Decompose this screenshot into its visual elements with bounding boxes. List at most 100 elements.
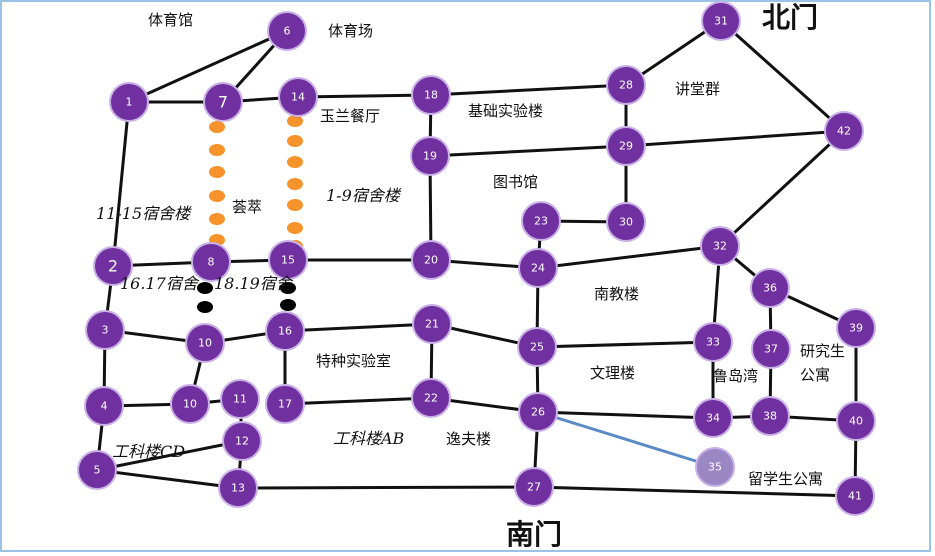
- map-node-label: 39: [849, 322, 863, 335]
- map-node-21[interactable]: [412, 304, 452, 344]
- map-node-label: 30: [619, 216, 633, 229]
- map-node-label: 17: [278, 398, 292, 411]
- road-segment: [535, 340, 715, 349]
- map-node-42[interactable]: [824, 111, 864, 151]
- map-node-11[interactable]: [220, 379, 260, 419]
- map-node-label: 23: [534, 215, 548, 228]
- orange-path-dot: [287, 115, 303, 127]
- map-node-36[interactable]: [750, 268, 790, 308]
- map-node-26[interactable]: [518, 392, 558, 432]
- orange-path-dot: [209, 166, 225, 178]
- map-node-label: 24: [531, 262, 545, 275]
- map-node-32[interactable]: [700, 226, 740, 266]
- label-engineering-cd: 工科楼CD: [112, 442, 185, 461]
- map-node-37[interactable]: [751, 329, 791, 369]
- map-node-label: 3: [102, 324, 109, 337]
- road-segment: [111, 100, 131, 268]
- map-node-label: 33: [706, 336, 720, 349]
- map-node-25[interactable]: [517, 327, 557, 367]
- map-node-12[interactable]: [222, 421, 262, 461]
- map-node-4[interactable]: [84, 386, 124, 426]
- map-node-label: 38: [763, 410, 777, 423]
- map-node-label: 36: [763, 282, 777, 295]
- map-node-8[interactable]: [191, 242, 231, 282]
- orange-path-dot: [287, 222, 303, 234]
- road-segment: [719, 19, 846, 133]
- map-node-label: 8: [208, 256, 215, 269]
- orange-path-dot: [287, 156, 303, 168]
- map-node-label: 13: [231, 482, 245, 495]
- black-path-dot: [280, 299, 296, 311]
- road-segment: [624, 129, 846, 148]
- south-gate: 南门: [506, 518, 562, 551]
- map-node-34[interactable]: [693, 398, 733, 438]
- map-node-label: 2: [108, 257, 118, 276]
- map-node-label: 32: [713, 240, 727, 253]
- label-yifu: 逸夫楼: [446, 430, 491, 448]
- label-intl-apartment: 留学生公寓: [748, 470, 823, 488]
- map-node-label: 26: [531, 406, 545, 419]
- map-node-label: 31: [714, 15, 728, 28]
- map-node-5[interactable]: [77, 450, 117, 490]
- map-node-6[interactable]: [267, 11, 307, 51]
- label-engineering-ab: 工科楼AB: [333, 429, 405, 448]
- map-node-2[interactable]: [93, 246, 133, 286]
- road-segment: [95, 468, 240, 490]
- map-node-22[interactable]: [411, 378, 451, 418]
- label-gym: 体育馆: [148, 11, 193, 29]
- map-node-17[interactable]: [265, 384, 305, 424]
- map-node-label: 10: [198, 337, 212, 350]
- road-segment: [283, 396, 433, 406]
- map-node-40[interactable]: [836, 401, 876, 441]
- label-basic-lab: 基础实验楼: [468, 102, 543, 120]
- map-node-19[interactable]: [410, 136, 450, 176]
- map-node-label: 35: [708, 461, 722, 474]
- orange-path-dot: [287, 135, 303, 147]
- label-grad: 研究生: [800, 342, 845, 360]
- map-node-label: 1: [126, 96, 133, 109]
- map-node-33[interactable]: [693, 322, 733, 362]
- map-node-24[interactable]: [518, 248, 558, 288]
- map-node-20[interactable]: [411, 240, 451, 280]
- orange-path-dot: [209, 213, 225, 225]
- map-node-28[interactable]: [606, 65, 646, 105]
- map-node-10[interactable]: [170, 384, 210, 424]
- map-node-27[interactable]: [514, 467, 554, 507]
- map-node-18[interactable]: [411, 75, 451, 115]
- label-yulan-canteen: 玉兰餐厅: [320, 107, 380, 125]
- map-node-1[interactable]: [109, 82, 149, 122]
- map-node-label: 29: [619, 140, 633, 153]
- orange-path-dot: [209, 144, 225, 156]
- road-segment: [296, 93, 433, 99]
- map-node-7[interactable]: [203, 82, 243, 122]
- map-node-41[interactable]: [835, 476, 875, 516]
- orange-path-dot: [287, 178, 303, 190]
- map-node-29[interactable]: [606, 126, 646, 166]
- orange-path-dot: [209, 121, 225, 133]
- north-gate: 北门: [762, 1, 818, 34]
- map-node-39[interactable]: [836, 308, 876, 348]
- map-node-14[interactable]: [278, 77, 318, 117]
- map-node-38[interactable]: [750, 396, 790, 436]
- map-node-label: 40: [849, 415, 863, 428]
- label-lecture-halls: 讲堂群: [675, 80, 720, 98]
- map-node-15[interactable]: [268, 240, 308, 280]
- road-segment: [536, 244, 722, 270]
- map-node-label: 5: [94, 464, 101, 477]
- map-node-13[interactable]: [218, 468, 258, 508]
- map-node-16[interactable]: [265, 311, 305, 351]
- label-wenli: 文理楼: [590, 364, 635, 382]
- label-south-teaching: 南教楼: [594, 285, 639, 303]
- map-node-10[interactable]: [185, 323, 225, 363]
- map-node-label: 6: [284, 25, 291, 38]
- map-node-35[interactable]: [695, 447, 735, 487]
- map-node-30[interactable]: [606, 202, 646, 242]
- map-node-3[interactable]: [85, 310, 125, 350]
- road-segment: [429, 83, 628, 97]
- label-special-lab: 特种实验室: [316, 352, 391, 370]
- map-node-31[interactable]: [701, 1, 741, 41]
- map-node-23[interactable]: [521, 201, 561, 241]
- map-node-label: 19: [423, 150, 437, 163]
